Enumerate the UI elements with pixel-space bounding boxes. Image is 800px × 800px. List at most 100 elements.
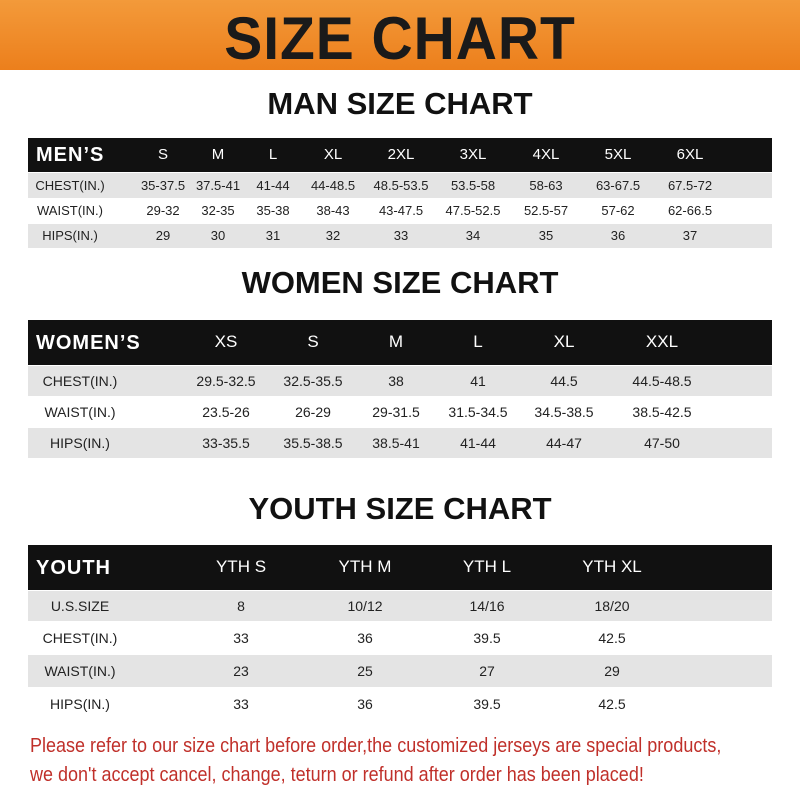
women-cell-value: 44.5-48.5 (632, 372, 692, 389)
youth-size-header: YTH L (462, 557, 512, 577)
youth-cell-value: 18/20 (594, 597, 630, 614)
youth-data-row: HIPS(IN.) 33 36 39.5 42.5 (28, 688, 772, 720)
youth-cell-value: 39.5 (473, 695, 501, 712)
women-title: WOMEN SIZE CHART (241, 265, 559, 300)
women-cell-value: 41 (470, 372, 486, 389)
men-data-row: HIPS(IN.) 29 30 31 32 33 34 35 36 37 (28, 224, 772, 248)
men-cell-value: 34 (465, 228, 481, 244)
women-cell-value: 38.5-42.5 (632, 403, 692, 420)
women-size-header: XL (553, 332, 575, 352)
women-cell-value: 47-50 (644, 434, 680, 451)
men-cell-value: 32 (325, 228, 341, 244)
men-size-header: 4XL (532, 146, 560, 163)
women-cell-value: 29.5-32.5 (196, 372, 256, 389)
men-cell-value: 29 (155, 228, 171, 244)
youth-cell-value: 14/16 (469, 597, 505, 614)
women-header-row: WOMEN’S XS S M L XL XXL (28, 320, 772, 365)
women-cell-value: 44-47 (546, 434, 582, 451)
women-cell-value: 35.5-38.5 (283, 434, 343, 451)
men-cell-value: 44-48.5 (310, 177, 356, 193)
youth-cell-value: 25 (357, 662, 373, 679)
men-cell-value: 62-66.5 (667, 203, 713, 219)
youth-size-header: YTH XL (582, 557, 642, 577)
women-row-label: HIPS(IN.) (50, 434, 110, 451)
youth-row-label: CHEST(IN.) (42, 629, 118, 646)
youth-cell-value: 29 (604, 662, 620, 679)
youth-cell-value: 27 (479, 662, 495, 679)
note-line-1: Please refer to our size chart before or… (30, 735, 722, 757)
banner-title: SIZE CHART (224, 5, 576, 72)
youth-cell-value: 42.5 (598, 695, 626, 712)
women-size-header: L (473, 332, 483, 352)
women-cell-value: 31.5-34.5 (448, 403, 508, 420)
men-row-label: WAIST(IN.) (37, 203, 103, 219)
men-row-label: CHEST(IN.) (35, 177, 105, 193)
youth-cell-value: 10/12 (347, 597, 383, 614)
men-cell-value: 52.5-57 (523, 203, 569, 219)
men-cell-value: 36 (610, 228, 626, 244)
women-cell-value: 38.5-41 (372, 434, 420, 451)
women-cell-value: 26-29 (295, 403, 331, 420)
women-cell-value: 33-35.5 (202, 434, 250, 451)
men-cell-value: 29-32 (146, 203, 180, 219)
men-header-row: MEN’S S M L XL 2XL 3XL 4XL 5XL 6XL (28, 138, 772, 172)
women-data-row: CHEST(IN.) 29.5-32.5 32.5-35.5 38 41 44.5 44.5… (28, 366, 772, 396)
youth-corner-label: YOUTH (36, 556, 111, 579)
women-data-row: HIPS(IN.) 33-35.5 35.5-38.5 38.5-41 41-44 44-… (28, 428, 772, 458)
men-cell-value: 43-47.5 (378, 203, 424, 219)
men-cell-value: 31 (265, 228, 281, 244)
women-cell-value: 34.5-38.5 (534, 403, 594, 420)
women-size-header: M (388, 332, 404, 352)
men-size-header: 6XL (676, 146, 704, 163)
men-cell-value: 35-38 (256, 203, 290, 219)
youth-data-row: U.S.SIZE 8 10/12 14/16 18/20 (28, 591, 772, 621)
men-cell-value: 37 (682, 228, 698, 244)
men-cell-value: 47.5-52.5 (445, 203, 501, 219)
men-cell-value: 58-63 (529, 177, 563, 193)
youth-cell-value: 39.5 (473, 629, 501, 646)
men-cell-value: 41-44 (256, 177, 290, 193)
men-data-row: CHEST(IN.) 35-37.5 37.5-41 41-44 44-48.5 48.5… (28, 173, 772, 198)
women-cell-value: 32.5-35.5 (283, 372, 343, 389)
youth-size-header: YTH S (215, 557, 267, 577)
men-cell-value: 33 (393, 228, 409, 244)
men-size-header: 3XL (459, 146, 487, 163)
youth-cell-value: 33 (233, 629, 249, 646)
women-cell-value: 41-44 (460, 434, 496, 451)
note-line-2: we don't accept cancel, change, teturn o… (30, 764, 644, 786)
men-title: MAN SIZE CHART (267, 86, 533, 121)
men-cell-value: 32-35 (201, 203, 235, 219)
women-data-row: WAIST(IN.) 23.5-26 26-29 29-31.5 31.5-34.5 34… (28, 397, 772, 427)
youth-row-label: U.S.SIZE (50, 597, 110, 614)
men-cell-value: 48.5-53.5 (373, 177, 429, 193)
men-cell-value: 35-37.5 (140, 177, 186, 193)
women-row-label: CHEST(IN.) (42, 372, 118, 389)
women-corner-label: WOMEN’S (36, 331, 141, 354)
women-cell-value: 29-31.5 (372, 403, 420, 420)
men-cell-value: 38-43 (316, 203, 350, 219)
women-cell-value: 23.5-26 (202, 403, 250, 420)
men-size-header: 5XL (604, 146, 632, 163)
women-size-header: XS (214, 332, 238, 352)
men-cell-value: 35 (538, 228, 554, 244)
women-cell-value: 38 (388, 372, 404, 389)
youth-size-header: YTH M (338, 557, 392, 577)
men-data-row: WAIST(IN.) 29-32 32-35 35-38 38-43 43-47.5 47.… (28, 199, 772, 223)
men-cell-value: 53.5-58 (450, 177, 496, 193)
men-corner-label: MEN’S (36, 144, 105, 166)
youth-header-row: YOUTH YTH S YTH M YTH L YTH XL (28, 545, 772, 590)
youth-row-label: HIPS(IN.) (50, 695, 110, 712)
men-cell-value: 30 (210, 228, 226, 244)
women-size-header: XXL (645, 332, 679, 352)
men-size-header: XL (323, 146, 343, 163)
men-cell-value: 67.5-72 (667, 177, 713, 193)
youth-cell-value: 23 (233, 662, 249, 679)
men-size-header: S (157, 146, 169, 163)
women-size-header: S (307, 332, 319, 352)
youth-cell-value: 42.5 (598, 629, 626, 646)
youth-cell-value: 8 (237, 597, 245, 614)
men-cell-value: 57-62 (601, 203, 635, 219)
banner: SIZE CHART (0, 0, 800, 72)
youth-data-row: WAIST(IN.) 23 25 27 29 (28, 655, 772, 687)
